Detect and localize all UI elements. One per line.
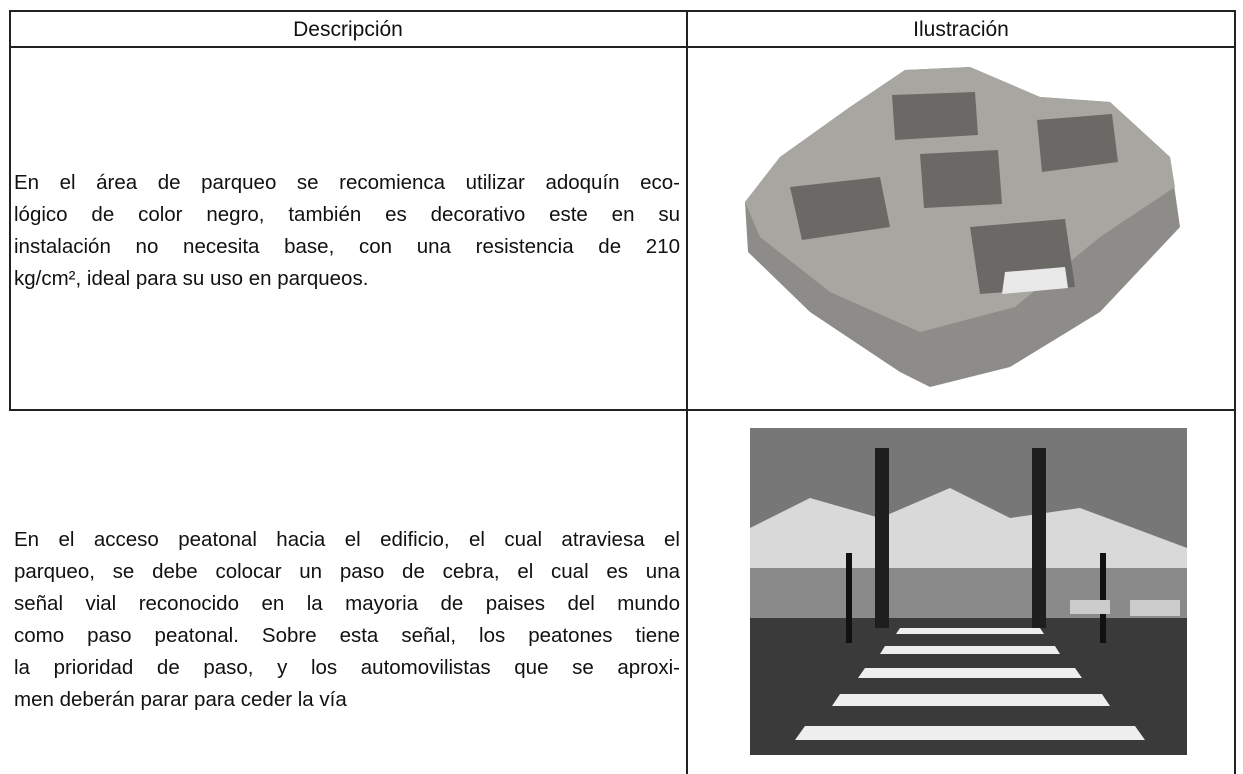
border xyxy=(9,409,1236,411)
text-line: men deberán parar para ceder la vía xyxy=(14,688,347,711)
border xyxy=(9,46,1236,48)
header-cell: Descripción xyxy=(293,18,403,41)
text-line: instalación no necesita base, con una re… xyxy=(14,235,680,258)
text-line: En el acceso peatonal hacia el edificio,… xyxy=(14,528,680,551)
border xyxy=(9,10,1236,12)
border xyxy=(9,10,11,410)
description: En el acceso peatonal hacia el edificio,… xyxy=(14,524,680,716)
crosswalk-image xyxy=(750,428,1187,755)
text-line: señal vial reconocido en la mayoria de p… xyxy=(14,592,680,615)
paver-image xyxy=(745,67,1180,387)
text-line: kg/cm², ideal para su uso en parqueos. xyxy=(14,267,369,290)
header-cell: Ilustración xyxy=(913,18,1009,41)
text-line: lógico de color negro, también es decora… xyxy=(14,203,680,226)
border xyxy=(686,10,688,774)
text-line: la prioridad de paso, y los automovilist… xyxy=(14,656,680,679)
description: En el área de parqueo se recomienca util… xyxy=(14,167,680,295)
border xyxy=(1234,10,1236,774)
text-line: parqueo, se debe colocar un paso de cebr… xyxy=(14,560,680,583)
text-line: En el área de parqueo se recomienca util… xyxy=(14,171,680,194)
text-line: como paso peatonal. Sobre esta señal, lo… xyxy=(14,624,680,647)
